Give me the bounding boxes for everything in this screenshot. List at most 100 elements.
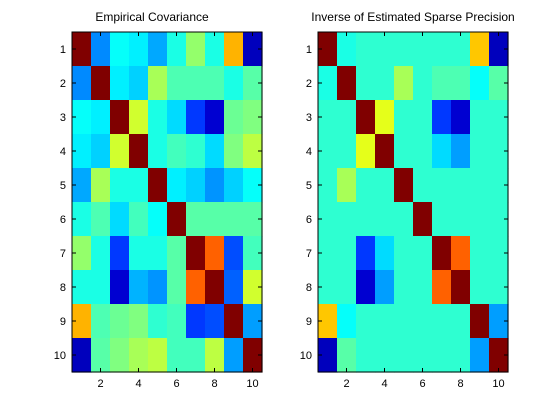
- heatmap-cell-r5-c10: [243, 168, 263, 203]
- heatmap-cell-r9-c2: [91, 304, 111, 339]
- heatmap-cell-r3-c5: [394, 100, 414, 135]
- heatmap-cell-r5-c6: [167, 168, 187, 203]
- heatmap-cell-r2-c6: [413, 66, 433, 101]
- heatmap-cell-r9-c2: [337, 304, 357, 339]
- heatmap-cell-r3-c10: [243, 100, 263, 135]
- heatmap-cell-r8-c10: [243, 270, 263, 305]
- heatmap-cell-r6-c8: [451, 202, 471, 237]
- y-tick-label: 10: [54, 350, 66, 362]
- heatmap-cell-r8-c9: [224, 270, 244, 305]
- heatmap-cell-r10-c1: [318, 338, 338, 373]
- heatmap-cell-r6-c9: [224, 202, 244, 237]
- heatmap-cell-r5-c2: [337, 168, 357, 203]
- heatmap-cell-r3-c6: [413, 100, 433, 135]
- heatmap-cell-r8-c8: [205, 270, 225, 305]
- heatmap-cell-r10-c5: [394, 338, 414, 373]
- heatmap-cell-r3-c1: [318, 100, 338, 135]
- heatmap-cell-r9-c9: [224, 304, 244, 339]
- heatmap-cell-r7-c5: [394, 236, 414, 271]
- heatmap-cell-r5-c3: [110, 168, 130, 203]
- heatmap-cell-r2-c7: [186, 66, 206, 101]
- heatmap-cell-r7-c2: [91, 236, 111, 271]
- heatmap-cell-r4-c4: [129, 134, 149, 169]
- heatmap-cell-r7-c4: [129, 236, 149, 271]
- heatmap-cell-r4-c7: [186, 134, 206, 169]
- heatmap-cell-r9-c3: [110, 304, 130, 339]
- heatmap-cell-r8-c2: [91, 270, 111, 305]
- heatmap-cell-r9-c5: [148, 304, 168, 339]
- heatmap-cell-r6-c5: [148, 202, 168, 237]
- heatmap-cell-r1-c8: [451, 32, 471, 67]
- heatmap-cell-r7-c3: [356, 236, 376, 271]
- heatmap-cell-r2-c4: [375, 66, 395, 101]
- heatmap-cell-r4-c6: [167, 134, 187, 169]
- heatmap-cell-r5-c5: [394, 168, 414, 203]
- heatmap-cell-r8-c3: [110, 270, 130, 305]
- heatmap-cell-r1-c5: [148, 32, 168, 67]
- heatmap-cell-r7-c9: [470, 236, 490, 271]
- heatmap-cell-r5-c2: [91, 168, 111, 203]
- x-tick-label: 8: [457, 378, 463, 390]
- heatmap-cell-r6-c1: [318, 202, 338, 237]
- heatmap-cell-r2-c8: [451, 66, 471, 101]
- x-tick-label: 4: [135, 378, 141, 390]
- heatmap-cell-r3-c2: [91, 100, 111, 135]
- heatmap-cell-r10-c7: [432, 338, 452, 373]
- heatmap-cell-r6-c9: [470, 202, 490, 237]
- heatmap-cell-r6-c8: [205, 202, 225, 237]
- heatmap-cell-r6-c3: [356, 202, 376, 237]
- heatmap-cell-r1-c2: [91, 32, 111, 67]
- heatmap-cell-r1-c10: [489, 32, 509, 67]
- heatmap-cell-r9-c7: [186, 304, 206, 339]
- heatmap-cell-r8-c8: [451, 270, 471, 305]
- heatmap-cell-r6-c2: [91, 202, 111, 237]
- heatmap-cell-r9-c5: [394, 304, 414, 339]
- heatmap-cell-r1-c5: [394, 32, 414, 67]
- y-tick-label: 6: [306, 214, 312, 226]
- heatmap-cell-r9-c8: [451, 304, 471, 339]
- axes-frame: [317, 31, 509, 373]
- heatmap-cell-r6-c4: [375, 202, 395, 237]
- heatmap-cell-r10-c10: [243, 338, 263, 373]
- heatmap-cell-r7-c4: [375, 236, 395, 271]
- heatmap-cell-r8-c5: [394, 270, 414, 305]
- heatmap-cell-r2-c9: [224, 66, 244, 101]
- heatmap-cell-r10-c6: [413, 338, 433, 373]
- heatmap-cell-r4-c10: [489, 134, 509, 169]
- heatmap-cell-r8-c1: [72, 270, 92, 305]
- heatmap-cell-r5-c3: [356, 168, 376, 203]
- heatmap-cell-r6-c6: [413, 202, 433, 237]
- heatmap-cell-r10-c9: [470, 338, 490, 373]
- heatmap-cell-r8-c3: [356, 270, 376, 305]
- heatmap-cell-r4-c3: [356, 134, 376, 169]
- heatmap-cell-r3-c3: [356, 100, 376, 135]
- heatmap-cell-r1-c3: [110, 32, 130, 67]
- heatmap-cell-r8-c7: [432, 270, 452, 305]
- heatmap-cell-r7-c8: [205, 236, 225, 271]
- heatmap-cell-r8-c9: [470, 270, 490, 305]
- heatmap-cell-r9-c4: [375, 304, 395, 339]
- heatmap-cell-r10-c9: [224, 338, 244, 373]
- heatmap-cell-r3-c1: [72, 100, 92, 135]
- heatmap-cell-r8-c4: [129, 270, 149, 305]
- heatmap-cell-r2-c2: [91, 66, 111, 101]
- heatmap-cell-r9-c1: [318, 304, 338, 339]
- y-tick-label: 1: [306, 44, 312, 56]
- heatmap-cell-r7-c2: [337, 236, 357, 271]
- y-tick-label: 9: [306, 316, 312, 328]
- heatmap-cell-r5-c1: [318, 168, 338, 203]
- y-tick-label: 8: [306, 282, 312, 294]
- heatmap-cell-r1-c4: [129, 32, 149, 67]
- heatmap-cell-r6-c10: [243, 202, 263, 237]
- heatmap-cell-r8-c10: [489, 270, 509, 305]
- heatmap-empirical-covariance: Empirical Covariance 1 2 3 4 5 6 7 8 9 10 2 4 6 8 10: [54, 10, 263, 390]
- heatmap-cell-r5-c7: [186, 168, 206, 203]
- heatmap-cell-r7-c10: [489, 236, 509, 271]
- x-tick-label: 6: [419, 378, 425, 390]
- heatmap-cell-r2-c10: [243, 66, 263, 101]
- heatmap-cell-r2-c1: [318, 66, 338, 101]
- x-tick-label: 10: [246, 378, 258, 390]
- heatmap-cell-r5-c8: [451, 168, 471, 203]
- heatmap-cell-r1-c4: [375, 32, 395, 67]
- heatmap-cell-r3-c5: [148, 100, 168, 135]
